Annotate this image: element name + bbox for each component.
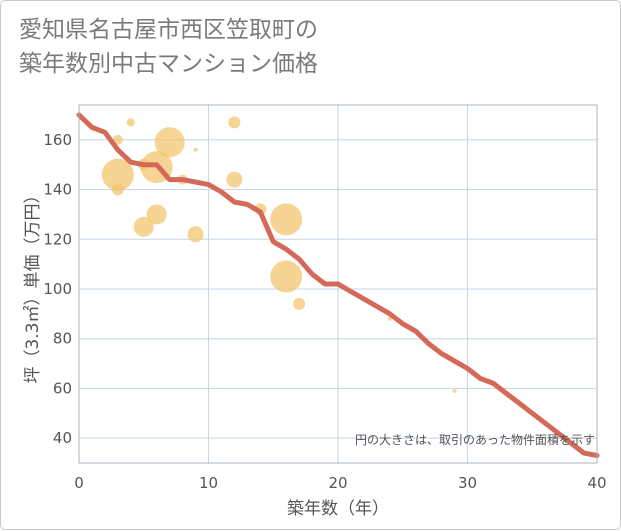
- bubble-point: [187, 226, 204, 243]
- bubble-point: [293, 297, 306, 310]
- chart-title-line2: 築年数別中古マンション価格: [19, 51, 318, 77]
- x-tick-label: 40: [587, 474, 606, 492]
- bubble-point: [126, 118, 135, 127]
- bubble-point: [146, 204, 167, 225]
- bubble-point: [193, 147, 198, 152]
- y-tick-label: 80: [53, 330, 72, 348]
- size-legend-note: 円の大きさは、取引のあった物件面積を示す: [355, 432, 595, 447]
- chart-title: 愛知県名古屋市西区笠取町の 築年数別中古マンション価格: [19, 13, 318, 81]
- trend-line: [76, 112, 600, 458]
- trend-layer: [76, 112, 600, 458]
- y-tick-label: 120: [43, 230, 72, 248]
- bubble-point: [154, 127, 185, 158]
- y-tick-label: 100: [43, 280, 72, 298]
- bubble-point: [387, 316, 392, 321]
- bubble-point: [111, 183, 124, 196]
- y-axis-label: 坪（3.3㎡）単価（万円）: [23, 186, 43, 383]
- bubble-point: [101, 158, 134, 191]
- x-tick-label: 30: [458, 474, 477, 492]
- y-tick-label: 40: [53, 429, 72, 447]
- x-tick-label: 20: [328, 474, 347, 492]
- x-tick-label: 0: [74, 474, 84, 492]
- bubble-point: [228, 116, 241, 129]
- y-tick-label: 140: [43, 181, 72, 199]
- y-tick-label: 160: [43, 131, 72, 149]
- bubble-point: [270, 203, 303, 236]
- x-axis-label: 築年数（年）: [287, 499, 389, 519]
- x-tick-label: 10: [199, 474, 218, 492]
- chart-title-line1: 愛知県名古屋市西区笠取町の: [19, 17, 318, 43]
- bubble-point: [226, 171, 243, 188]
- y-tick-label: 60: [53, 379, 72, 397]
- y-tick-labels: 40 60 80 100 120 140 160: [43, 131, 72, 447]
- bubble-point: [133, 216, 154, 237]
- plot-frame: [78, 104, 598, 464]
- bubble-point: [452, 388, 457, 393]
- x-tick-labels: 0 10 20 30 40: [74, 474, 606, 492]
- bubble-point: [270, 260, 303, 293]
